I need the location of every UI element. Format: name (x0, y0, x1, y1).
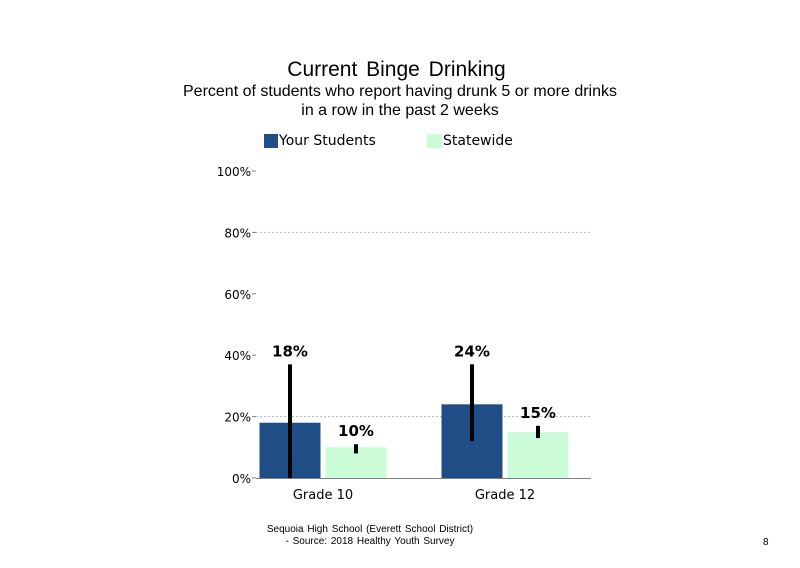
chart-title: Current Binge Drinking (287, 58, 506, 81)
data-label-statewide-1: 10% (338, 422, 374, 440)
x-category-label: Grade 10 (293, 488, 353, 503)
y-tick-label: 0% (232, 472, 251, 486)
y-tick-label: 80% (224, 226, 251, 240)
data-label-your-students-1: 18% (272, 342, 308, 360)
legend-label-your-students: Your Students (279, 133, 376, 149)
y-tick-label: 40% (224, 349, 251, 363)
legend-item-statewide: Statewide (427, 133, 513, 149)
data-label-your-students-2: 24% (454, 342, 490, 360)
data-label-statewide-2: 15% (520, 404, 556, 422)
x-category-label: Grade 12 (475, 488, 535, 503)
y-tick-label: 60% (224, 288, 251, 302)
legend-swatch-statewide (427, 134, 442, 148)
chart-subtitle-line-1: Percent of students who report having dr… (183, 83, 617, 100)
chart-subtitle-line-2: in a row in the past 2 weeks (301, 102, 499, 119)
y-tick-label: 100% (217, 165, 251, 179)
chart-subtitle: Percent of students who report having dr… (150, 82, 650, 120)
y-tick-label: 20% (224, 411, 251, 425)
footer-line-2: - Source: 2018 Healthy Youth Survey (285, 536, 455, 547)
source-footer: Sequoia High School (Everett School Dist… (230, 524, 510, 548)
footer-line-1: Sequoia High School (Everett School Dist… (266, 524, 474, 535)
legend-swatch-your-students (264, 134, 278, 148)
legend-label-statewide: Statewide (443, 133, 513, 149)
page-number: 8 (763, 537, 769, 548)
chart-legend: Your Students Statewide (0, 133, 800, 153)
legend-item-your-students: Your Students (264, 133, 376, 149)
bar-statewide-grade-12 (507, 431, 569, 478)
